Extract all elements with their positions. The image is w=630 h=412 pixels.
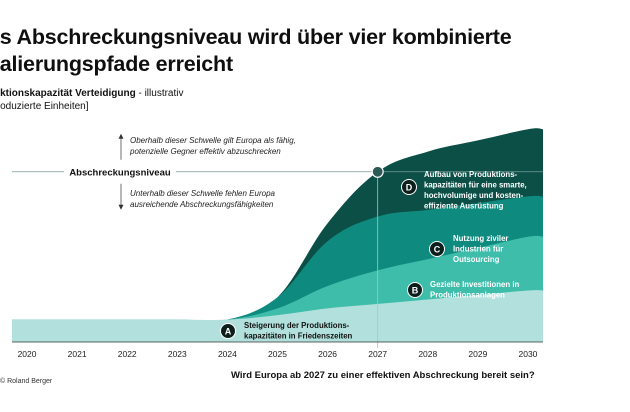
chart-title: as Abschreckungsniveau wird über vier ko…	[0, 25, 512, 76]
question-text: Wird Europa ab 2027 zu einer effektiven …	[231, 370, 535, 381]
area-A	[12, 290, 543, 342]
series-label-D: kapazitäten für eine smarte,	[424, 181, 527, 190]
y-axis-label: uktionskapazität Verteidigung - illustra…	[0, 87, 184, 113]
arrow-up-head	[118, 133, 124, 139]
x-tick-label: 2029	[468, 349, 487, 359]
x-tick-label: 2021	[68, 349, 87, 359]
badge-C	[429, 241, 445, 257]
series-label-A: Steigerung der Produktions-	[244, 321, 350, 330]
x-tick-label: 2027	[368, 349, 387, 359]
series-label-C: Outsourcing	[453, 255, 500, 264]
threshold-point	[371, 165, 384, 178]
x-tick-label: 2028	[418, 349, 437, 359]
x-tick-label: 2020	[18, 349, 37, 359]
badge-letter-D: D	[406, 182, 413, 192]
series-label-B: Produktionsanlagen	[430, 291, 505, 300]
badge-D	[401, 179, 417, 195]
y-axis-label-note: - illustrativ	[135, 88, 184, 99]
badge-B	[407, 282, 423, 298]
x-tick-label: 2030	[519, 349, 538, 359]
series-label-C: Nutzung ziviler	[453, 234, 508, 243]
series-label-A: kapazitäten in Friedenszeiten	[244, 332, 353, 341]
y-axis-label-unit: roduzierte Einheiten]	[0, 101, 89, 112]
x-tick-label: 2026	[318, 349, 337, 359]
series-label-D: Aufbau von Produktions-	[424, 170, 518, 179]
brand-name: Roland Berger	[7, 378, 53, 385]
series-label-D: effiziente Ausrüstung	[424, 202, 504, 211]
y-axis-label-bold: uktionskapazität Verteidigung	[0, 88, 136, 99]
x-tick-label: 2023	[168, 349, 187, 359]
threshold-above-text: Oberhalb dieser Schwelle gilt Europa als…	[130, 136, 296, 145]
series-label-B: Gezielte Investitionen in	[430, 280, 519, 289]
threshold-label: Abschreckungsniveau	[69, 167, 171, 178]
brand-label: © Roland Berger	[0, 378, 53, 385]
threshold-above-text: potenzielle Gegner effektiv abzuschrecke…	[129, 147, 281, 156]
arrow-down-head	[118, 204, 124, 210]
badge-A	[220, 323, 236, 339]
x-tick-label: 2025	[268, 349, 287, 359]
x-tick-label: 2024	[218, 349, 237, 359]
threshold-below-text: Unterhalb dieser Schwelle fehlen Europa	[130, 189, 276, 198]
series-label-D: hochvolumige und kosten-	[424, 191, 524, 200]
badge-letter-C: C	[434, 244, 441, 254]
badge-letter-B: B	[412, 285, 419, 295]
threshold-below-text: ausreichende Abschreckungsfähigkeiten	[130, 200, 274, 209]
series-label-C: Industrien für	[453, 245, 503, 254]
badge-letter-A: A	[225, 326, 232, 336]
threshold-label-bg	[64, 164, 176, 179]
x-tick-label: 2022	[118, 349, 137, 359]
